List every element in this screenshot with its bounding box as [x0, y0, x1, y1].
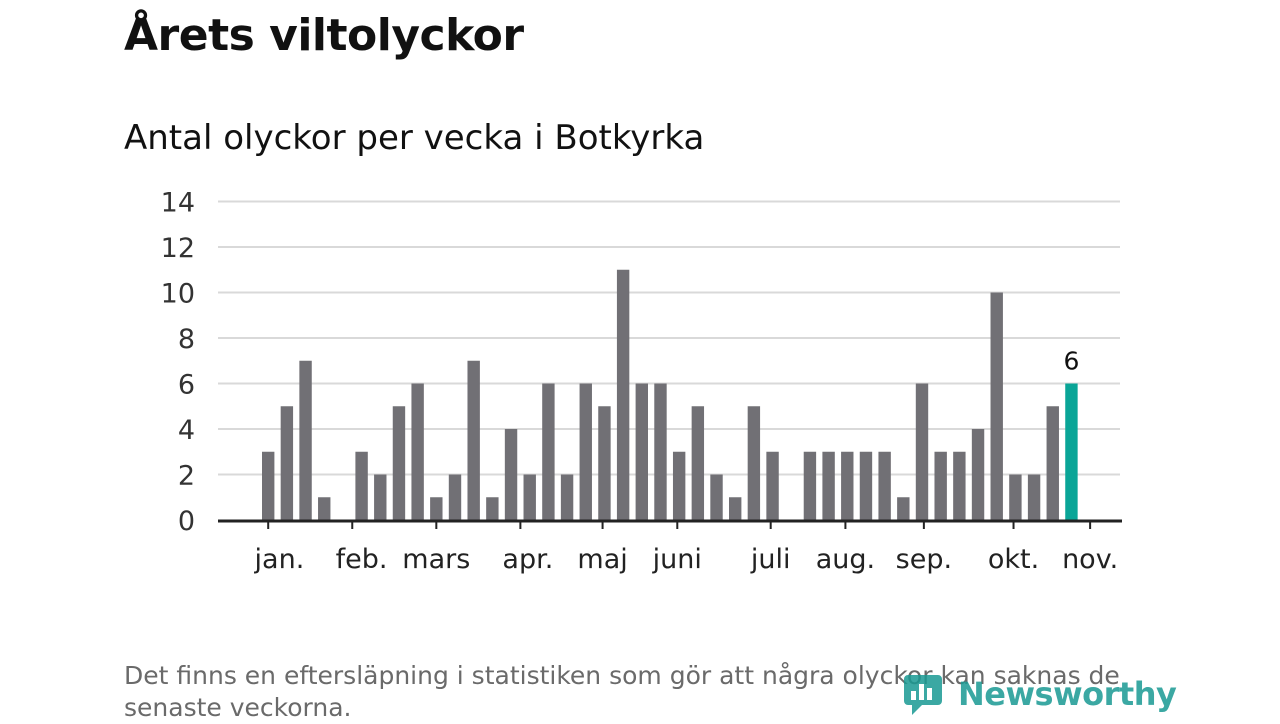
- bar: [1009, 474, 1022, 520]
- bar: [560, 474, 574, 520]
- x-tick-label: maj: [577, 544, 627, 575]
- bar: [374, 474, 387, 520]
- bar: [299, 360, 312, 520]
- bar: [953, 451, 966, 520]
- bar: [878, 451, 891, 520]
- x-tick-label: aug.: [816, 544, 875, 575]
- newsworthy-logo-icon: [904, 675, 942, 715]
- bar: [280, 406, 294, 520]
- bar: [448, 474, 462, 520]
- bar: [504, 429, 518, 520]
- y-axis-ticks: 0 2 4 6 8 10 12 14: [161, 188, 195, 538]
- y-tick-label: 2: [178, 461, 195, 492]
- x-tick-label: nov.: [1062, 544, 1118, 575]
- bar: [841, 451, 854, 520]
- bar: [654, 383, 667, 520]
- x-tick-label: juni: [652, 544, 702, 575]
- x-axis-ticks: jan. feb. mars apr. maj juni juli aug. sep. okt. n…: [254, 521, 1118, 575]
- bar: [747, 406, 761, 520]
- y-tick-label: 8: [178, 324, 195, 355]
- bar: [859, 451, 873, 520]
- y-tick-label: 10: [161, 279, 195, 310]
- bar: [1027, 474, 1041, 520]
- bar: [971, 429, 985, 520]
- y-tick-label: 6: [178, 370, 195, 401]
- bar: [710, 474, 723, 520]
- x-tick-label: apr.: [502, 544, 553, 575]
- bar: [635, 383, 648, 520]
- bars: 6: [262, 269, 1079, 520]
- y-tick-label: 14: [161, 188, 195, 219]
- x-tick-label: sep.: [896, 544, 952, 575]
- bar-highlight: [1065, 383, 1078, 520]
- bar: [1046, 406, 1059, 520]
- bar: [598, 406, 611, 520]
- bar: [897, 497, 910, 520]
- y-tick-label: 12: [161, 233, 195, 264]
- newsworthy-logo[interactable]: Newsworthy: [902, 668, 1177, 720]
- x-tick-label: juli: [750, 544, 791, 575]
- bar: [934, 451, 947, 520]
- bar: [579, 383, 592, 520]
- bar: [691, 406, 705, 520]
- bar: [915, 383, 929, 520]
- bar: [766, 451, 779, 520]
- bar: [467, 360, 480, 520]
- y-tick-label: 4: [178, 415, 195, 446]
- bar: [822, 451, 835, 520]
- bar: [542, 383, 555, 520]
- bar: [355, 451, 368, 520]
- bar: [803, 451, 817, 520]
- bar: [486, 497, 499, 520]
- page-title: Årets viltolyckor: [124, 10, 524, 61]
- footnote: Det finns en eftersläpning i statistiken…: [124, 661, 1120, 722]
- bar: [411, 383, 424, 520]
- bar: [430, 497, 443, 520]
- bar: [990, 292, 1003, 520]
- x-tick-label: feb.: [336, 544, 388, 575]
- grid-lines: [218, 200, 1120, 476]
- x-tick-label: jan.: [254, 544, 305, 575]
- bar: [523, 474, 536, 520]
- x-tick-label: okt.: [988, 544, 1039, 575]
- bar: [729, 497, 742, 520]
- x-tick-label: mars: [402, 544, 470, 575]
- bar: [616, 269, 630, 520]
- bar: [318, 497, 331, 520]
- chart-subtitle: Antal olyckor per vecka i Botkyrka: [124, 118, 705, 158]
- newsworthy-logo-text: Newsworthy: [958, 675, 1177, 713]
- bar: [262, 451, 275, 520]
- bar-value-label: 6: [1063, 347, 1079, 376]
- bar: [672, 451, 686, 520]
- y-tick-label: 0: [178, 506, 195, 537]
- bar: [392, 406, 406, 520]
